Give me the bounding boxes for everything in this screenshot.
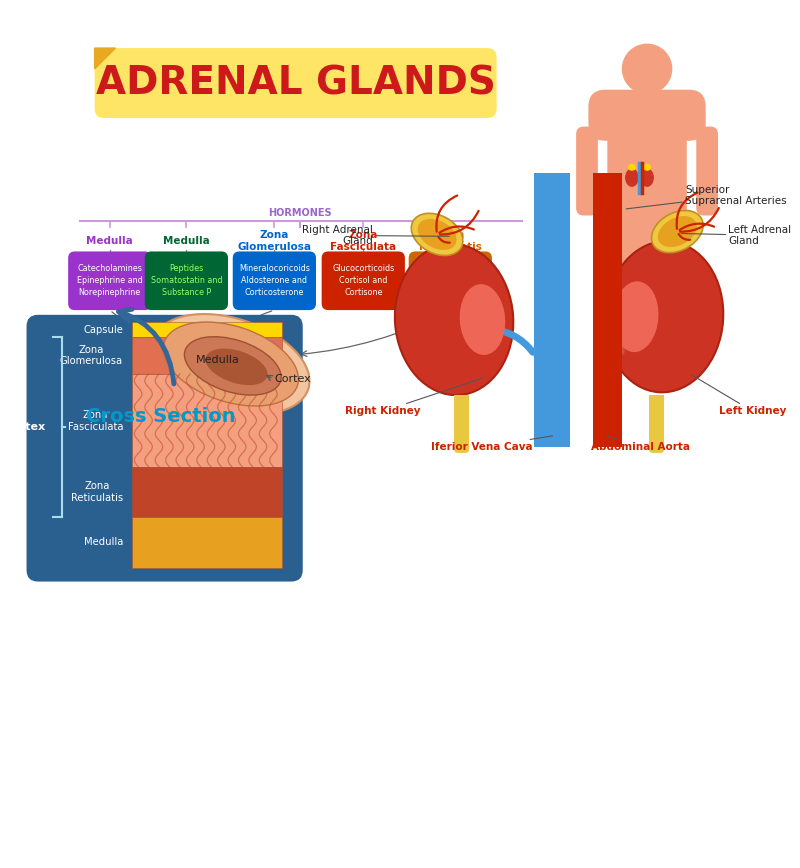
Text: Superior
Suprarenal Arteries: Superior Suprarenal Arteries xyxy=(626,185,786,209)
Ellipse shape xyxy=(626,169,638,186)
Ellipse shape xyxy=(641,169,654,186)
Text: Right Kidney: Right Kidney xyxy=(346,378,482,417)
Text: Zona
Fasciculata: Zona Fasciculata xyxy=(67,410,123,431)
Ellipse shape xyxy=(460,284,506,355)
Text: Medulla: Medulla xyxy=(84,537,123,548)
Bar xyxy=(454,395,470,447)
FancyBboxPatch shape xyxy=(696,127,718,215)
FancyBboxPatch shape xyxy=(576,127,598,215)
FancyBboxPatch shape xyxy=(233,252,316,310)
Ellipse shape xyxy=(163,322,298,406)
Polygon shape xyxy=(94,48,115,69)
Text: Medulla: Medulla xyxy=(163,236,210,246)
Ellipse shape xyxy=(629,164,635,170)
Ellipse shape xyxy=(651,210,703,253)
FancyBboxPatch shape xyxy=(26,315,302,582)
Ellipse shape xyxy=(206,349,267,385)
Text: Zona
Reticulatis: Zona Reticulatis xyxy=(419,230,482,252)
Ellipse shape xyxy=(152,314,310,414)
FancyBboxPatch shape xyxy=(589,89,706,141)
Ellipse shape xyxy=(395,244,514,395)
Ellipse shape xyxy=(605,241,723,392)
Text: Mineralocoricoids
Aldosterone and
Corticosterone: Mineralocoricoids Aldosterone and Cortic… xyxy=(239,265,310,297)
FancyBboxPatch shape xyxy=(409,252,492,310)
Text: Androgens
Estrogens and
Testosterone: Androgens Estrogens and Testosterone xyxy=(422,265,479,297)
Text: Iferior Vena Cava: Iferior Vena Cava xyxy=(430,436,553,452)
Text: Cortex: Cortex xyxy=(4,422,46,432)
FancyBboxPatch shape xyxy=(94,48,497,118)
FancyBboxPatch shape xyxy=(610,209,685,264)
Text: Cross Section: Cross Section xyxy=(86,407,236,426)
FancyBboxPatch shape xyxy=(454,442,470,453)
Bar xyxy=(133,516,282,569)
Text: Left Adrenal
Gland: Left Adrenal Gland xyxy=(681,225,791,247)
Bar xyxy=(534,173,570,447)
Text: ADRENAL GLANDS: ADRENAL GLANDS xyxy=(96,64,495,102)
Bar xyxy=(133,337,282,374)
Text: HORMONES: HORMONES xyxy=(268,207,332,218)
FancyBboxPatch shape xyxy=(68,252,151,310)
Text: Peptides
Somatostatin and
Substance P: Peptides Somatostatin and Substance P xyxy=(150,265,222,297)
Text: Medulla: Medulla xyxy=(196,355,239,365)
Ellipse shape xyxy=(644,164,650,170)
Text: Cortex: Cortex xyxy=(274,374,311,385)
FancyBboxPatch shape xyxy=(145,252,228,310)
Ellipse shape xyxy=(418,219,457,250)
Ellipse shape xyxy=(658,216,697,247)
Ellipse shape xyxy=(613,281,658,352)
Bar xyxy=(133,374,282,468)
Text: Medulla: Medulla xyxy=(86,236,133,246)
Text: Left Kidney: Left Kidney xyxy=(693,375,786,417)
Ellipse shape xyxy=(411,214,463,255)
Text: Zona
Reticulatis: Zona Reticulatis xyxy=(71,481,123,503)
FancyBboxPatch shape xyxy=(322,252,405,310)
Bar xyxy=(649,395,664,447)
Bar xyxy=(133,322,282,337)
Text: Abdominal Aorta: Abdominal Aorta xyxy=(591,436,690,452)
Text: Capsule: Capsule xyxy=(83,325,123,335)
FancyBboxPatch shape xyxy=(649,442,664,453)
Text: Glucocorticoids
Cortisol and
Cortisone: Glucocorticoids Cortisol and Cortisone xyxy=(332,265,394,297)
FancyBboxPatch shape xyxy=(607,127,686,224)
Ellipse shape xyxy=(184,337,281,395)
Circle shape xyxy=(622,44,672,94)
Bar xyxy=(133,468,282,516)
Text: Catecholamines
Epinephrine and
Norepinephrine: Catecholamines Epinephrine and Norepinep… xyxy=(77,265,142,297)
Bar xyxy=(593,173,622,447)
Bar xyxy=(638,82,657,99)
Text: Zona
Glomerulosa: Zona Glomerulosa xyxy=(60,345,123,366)
Text: Zona
Glomerulosa: Zona Glomerulosa xyxy=(238,230,311,252)
Text: Right Adrenal
Gland: Right Adrenal Gland xyxy=(302,225,450,247)
Text: Zona
Fasciculata: Zona Fasciculata xyxy=(330,230,396,252)
